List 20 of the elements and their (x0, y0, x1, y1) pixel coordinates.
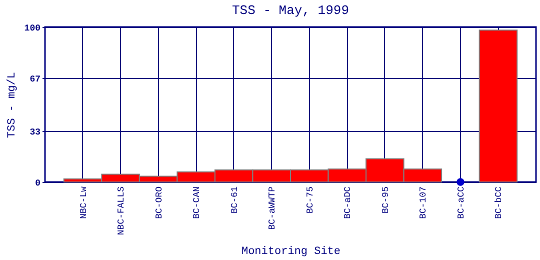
x-tick-label: NBC-FALLS (116, 186, 127, 236)
y-tick-label: 67 (30, 74, 40, 85)
y-tick-label: 33 (30, 127, 40, 138)
x-tick-label: BC-CAN (192, 186, 202, 219)
x-axis-title: Monitoring Site (241, 246, 341, 258)
x-tick-label: BC-61 (230, 186, 240, 214)
x-tick-label: BC-bCC (494, 186, 504, 219)
y-tick-label: 0 (35, 178, 40, 188)
x-tick-label: BC-95 (380, 186, 391, 214)
x-tick-label: BC-aCC (456, 186, 466, 219)
x-tick-label: BC-75 (305, 186, 316, 214)
x-tick-label: BC-ORO (154, 186, 164, 219)
bar (478, 30, 518, 182)
y-axis-title: TSS - mg/L (6, 72, 18, 138)
x-tick-label: BC-aWWTP (268, 186, 278, 230)
y-tick-label: 100 (24, 24, 40, 34)
chart-title: TSS - May, 1999 (232, 3, 350, 18)
x-tick-label: BC-aDC (343, 186, 354, 219)
x-tick-label: BC-107 (418, 186, 429, 219)
x-tick-label: NBC-Lw (78, 186, 89, 219)
